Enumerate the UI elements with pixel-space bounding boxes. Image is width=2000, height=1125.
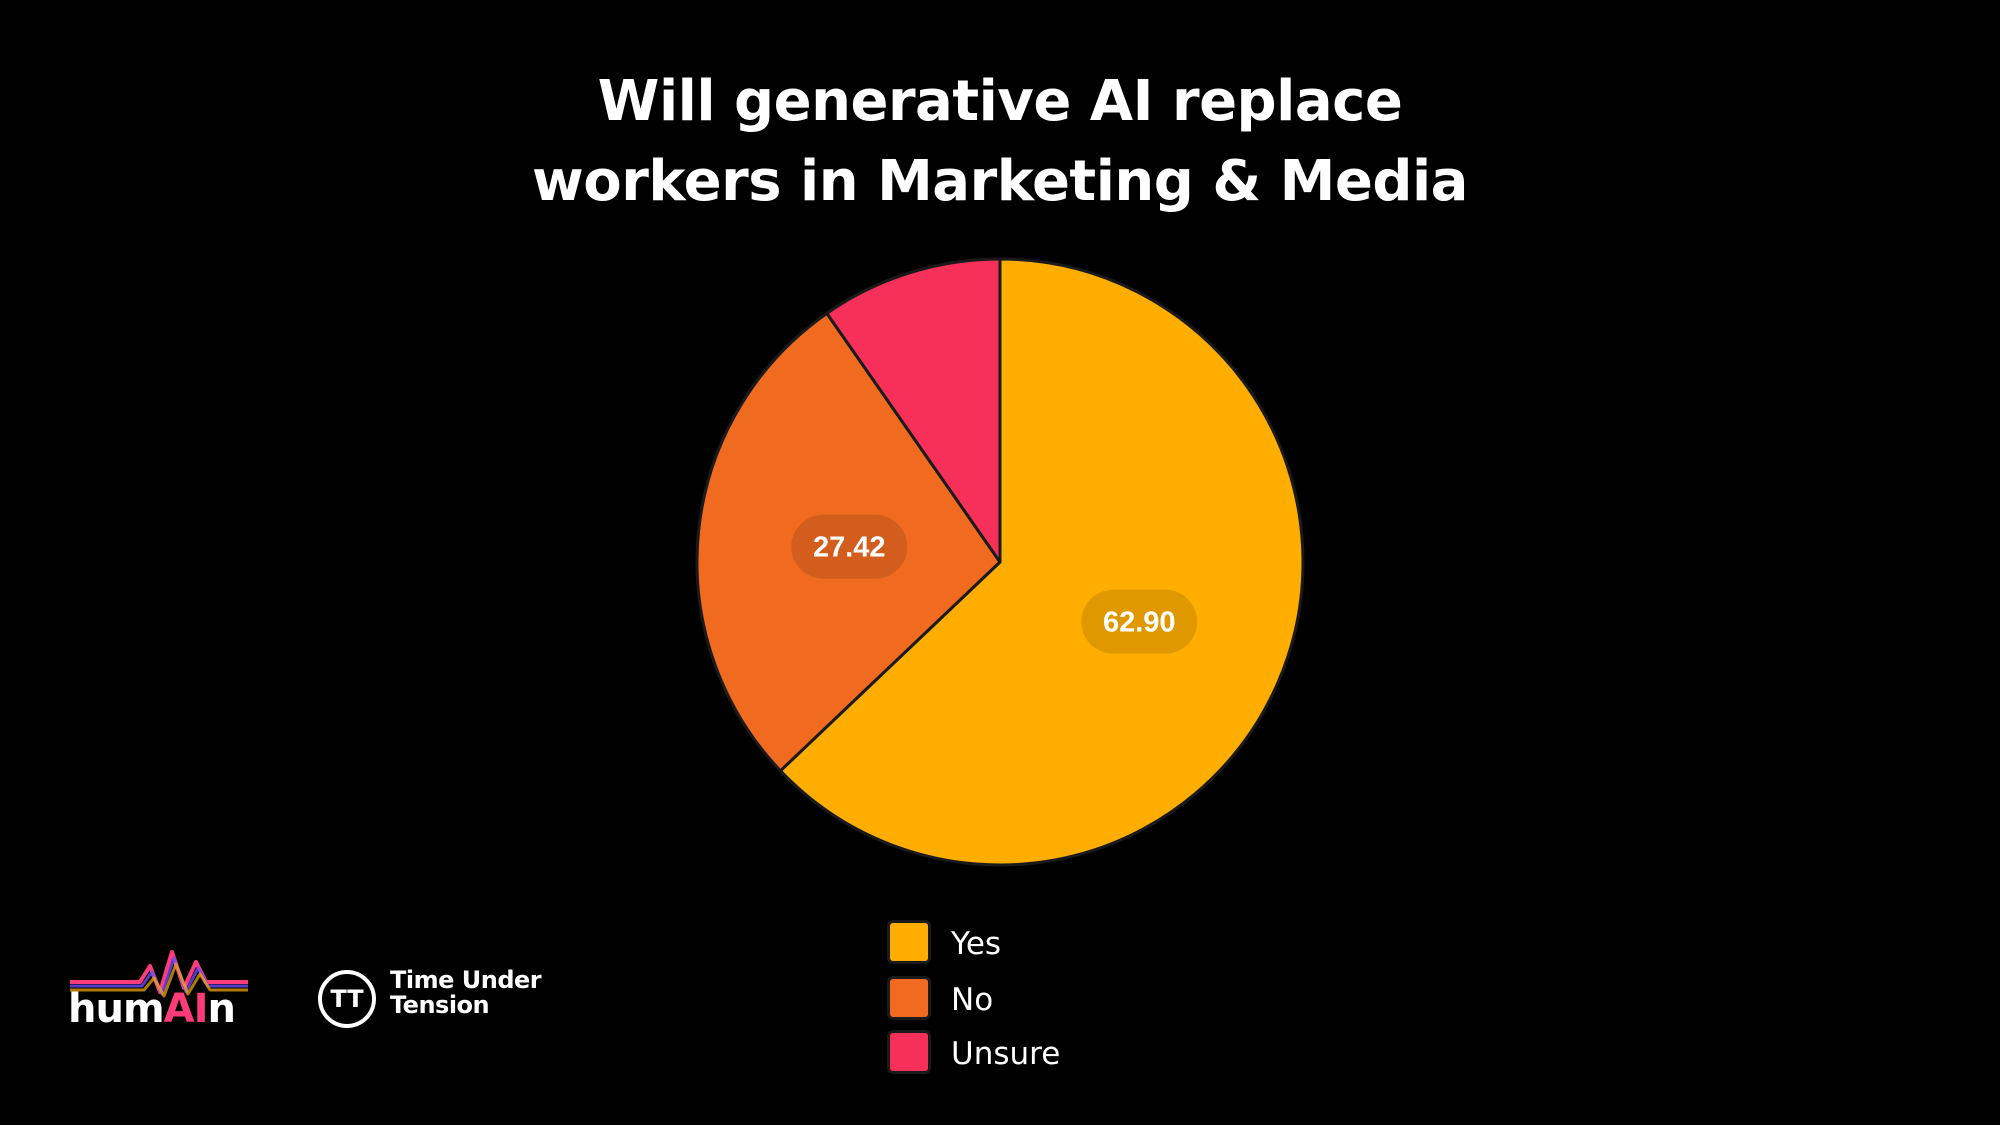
chart-title-line-2: workers in Marketing & Media (532, 149, 1468, 214)
chart-title-line-1: Will generative AI replace (597, 69, 1403, 134)
tut-mark-icon: TT (318, 970, 376, 1028)
tut-wordmark: Time Under Tension (390, 966, 542, 1019)
legend-swatch-no (887, 976, 931, 1020)
legend-item-no: No (887, 976, 1147, 1024)
legend-item-yes: Yes (887, 920, 1147, 968)
legend-label-yes: Yes (951, 926, 1002, 962)
humain-wordmark: humAIn (68, 986, 236, 1032)
data-label-pill-yes (1081, 589, 1198, 654)
data-label-pill-no (791, 514, 908, 579)
chart-legend: Yes No Unsure (887, 920, 1147, 1086)
legend-label-no: No (951, 982, 994, 1018)
data-label-yes: 62.90 (1103, 607, 1176, 639)
time-under-tension-logo: TT Time Under Tension (318, 968, 558, 1038)
data-label-no: 27.42 (813, 532, 886, 564)
legend-swatch-unsure (887, 1030, 931, 1074)
heartbeat-wave-icon (70, 950, 248, 998)
pie-slice-yes (778, 257, 1305, 867)
legend-swatch-yes (887, 920, 931, 964)
legend-label-unsure: Unsure (951, 1036, 1061, 1072)
pie-slice-no (695, 311, 1002, 773)
legend-item-unsure: Unsure (887, 1030, 1147, 1078)
humain-logo: humAIn (68, 948, 258, 1038)
pie-slice-unsure (825, 257, 1002, 564)
